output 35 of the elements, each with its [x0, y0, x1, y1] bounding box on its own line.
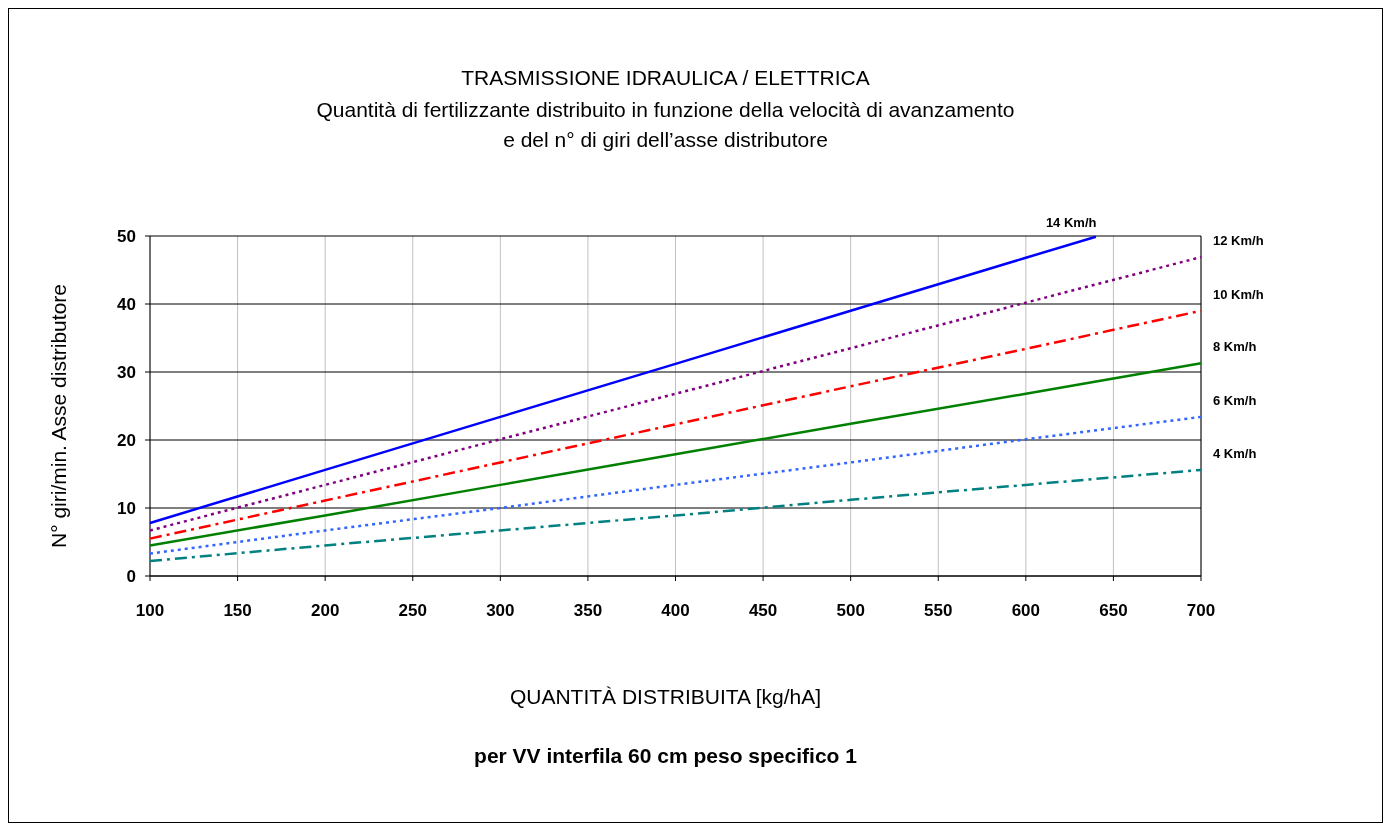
y-tick-label: 50 [117, 227, 136, 246]
series-label: 6 Km/h [1213, 392, 1257, 408]
line-series [148, 361, 1203, 547]
line-series [148, 415, 1203, 555]
text: per VV interfila 60 cm peso specifico 1 [474, 744, 858, 767]
x-tick-label: 550 [924, 601, 953, 620]
line-series [148, 255, 1203, 532]
x-tick-label: 450 [748, 601, 778, 620]
x-tick-label: 400 [661, 601, 690, 620]
line-series [148, 468, 1203, 563]
y-tick-label: 30 [117, 363, 136, 382]
y-tick-label: 40 [117, 295, 136, 314]
series-label: 8 Km/h [1213, 339, 1257, 355]
x-tick-label: 600 [1011, 601, 1041, 620]
line-series [148, 235, 1098, 525]
series-label: 14 Km/h [1045, 214, 1097, 230]
x-tick-label: 300 [486, 601, 515, 620]
x-tick-label: 100 [135, 601, 165, 620]
chart-subtitle: Quantità di fertilizzante distribuito in funzione della velocità di avanzamento e del n° di giri dell’asse distributore [316, 98, 1015, 151]
x-tick-label: 650 [1099, 601, 1128, 620]
x-tick-label: 350 [573, 601, 603, 620]
x-tick-label: 500 [836, 601, 865, 620]
x-tick-label: 150 [223, 601, 252, 620]
y-tick-label: 10 [117, 499, 136, 518]
x-tick-label: 250 [398, 601, 427, 620]
series-label: 12 Km/h [1213, 233, 1264, 249]
y-tick-label: 0 [126, 567, 136, 586]
series-label: 10 Km/h [1213, 286, 1264, 302]
x-tick-label: 700 [1186, 601, 1216, 620]
y-tick-label: 20 [117, 431, 136, 450]
series-label: 4 Km/h [1213, 445, 1257, 461]
chart-title: TRASMISSIONE IDRAULICA / ELETTRICA [461, 66, 870, 89]
x-tick-label: 200 [310, 601, 340, 620]
y-axis-title: N° giri/min. Asse distributore [47, 284, 70, 548]
x-axis-title: QUANTITÀ DISTRIBUITA [kg/hA] [509, 685, 822, 708]
